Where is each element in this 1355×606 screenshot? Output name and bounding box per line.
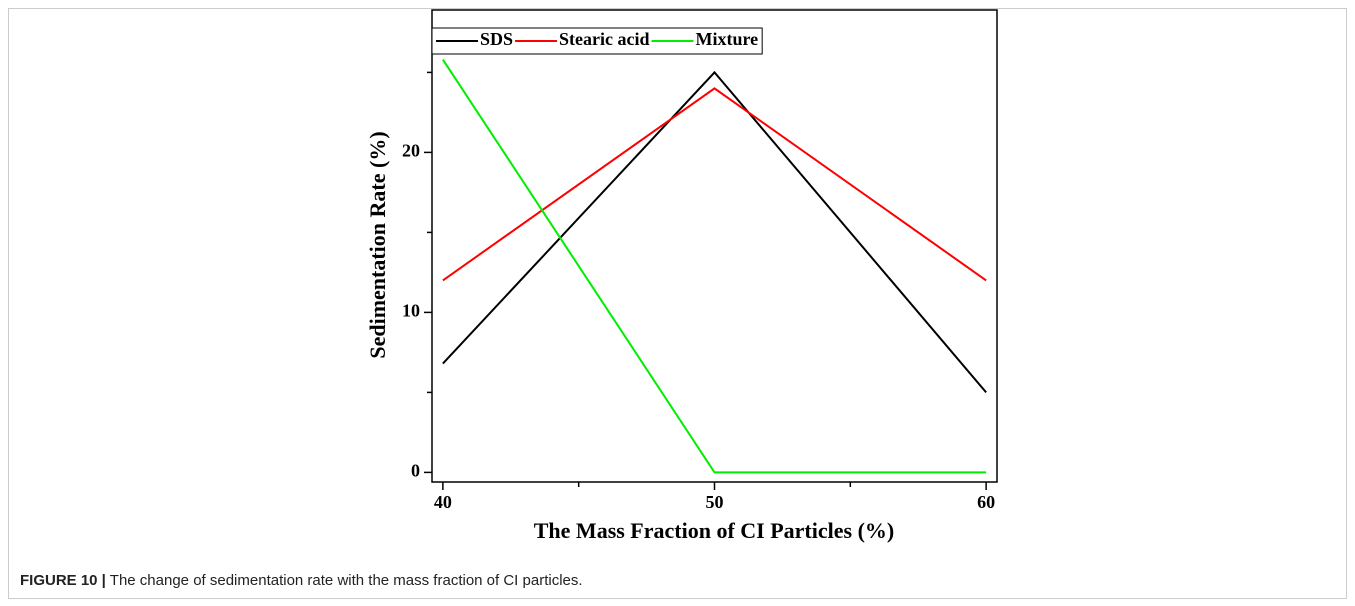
x-tick-label: 50 [706, 492, 724, 512]
x-tick-label: 40 [434, 492, 452, 512]
series-line [442, 70, 987, 394]
y-tick-label: 0 [411, 461, 420, 481]
y-tick-label: 10 [402, 301, 420, 321]
plot-frame [431, 9, 998, 483]
legend-label: Mixture [696, 29, 759, 49]
legend: SDS Stearic acid Mixture [431, 27, 763, 55]
caption: FIGURE 10 | The change of sedimentation … [20, 572, 583, 589]
legend-label: Stearic acid [559, 29, 649, 49]
series-line [442, 87, 987, 282]
legend-box [431, 27, 763, 55]
y-axis-title: Sedimentation Rate (%) [365, 131, 390, 358]
x-axis-title: The Mass Fraction of CI Particles (%) [534, 518, 894, 543]
y-tick-label: 20 [402, 141, 420, 161]
x-tick-label: 60 [977, 492, 995, 512]
figure-frame [8, 8, 1347, 599]
caption-text: The change of sedimentation rate with th… [109, 572, 583, 589]
caption-label: FIGURE 10 | [20, 572, 106, 589]
legend-label: SDS [480, 29, 513, 49]
series-line [442, 59, 987, 474]
